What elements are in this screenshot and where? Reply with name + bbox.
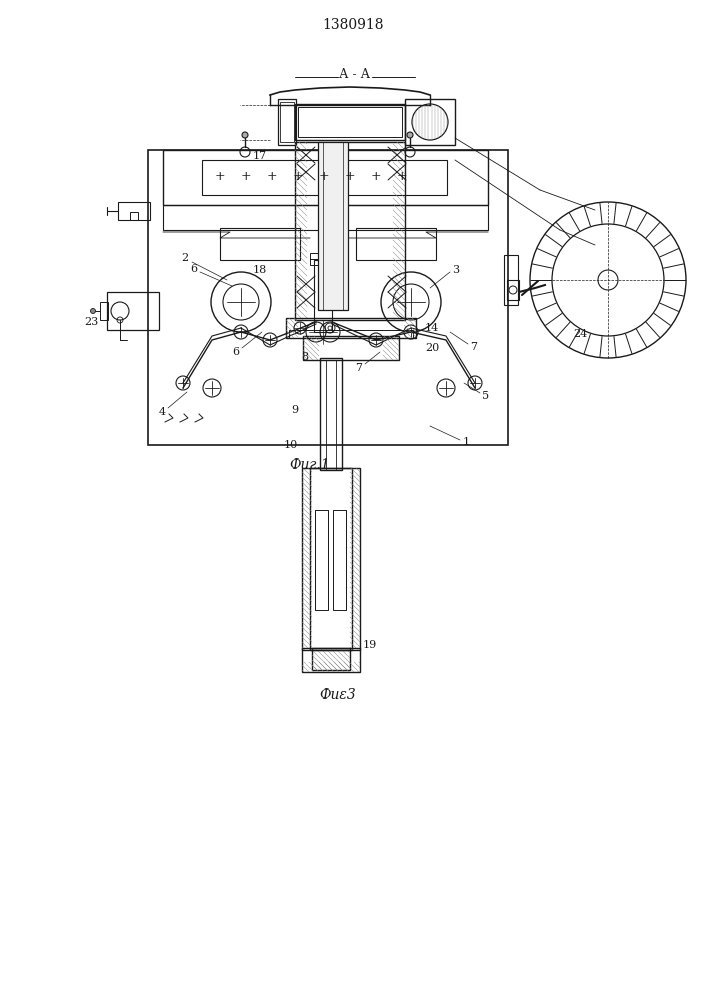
- Bar: [303, 336, 399, 360]
- Text: +: +: [215, 170, 226, 184]
- Bar: [310, 259, 336, 265]
- Text: 23: 23: [84, 317, 98, 327]
- Text: 9: 9: [291, 405, 298, 415]
- Text: 1380918: 1380918: [322, 18, 384, 32]
- Text: 10: 10: [284, 440, 298, 450]
- Text: 24: 24: [573, 329, 587, 339]
- Text: 6: 6: [233, 347, 240, 357]
- Bar: [504, 255, 518, 305]
- Bar: [314, 260, 332, 332]
- Bar: [405, 99, 455, 145]
- Text: 8: 8: [301, 352, 308, 362]
- Text: Фиε3: Фиε3: [320, 688, 356, 702]
- Text: 18: 18: [252, 265, 267, 275]
- Text: +: +: [345, 170, 356, 184]
- Circle shape: [90, 308, 95, 314]
- Bar: [302, 468, 360, 650]
- Bar: [280, 102, 294, 142]
- Bar: [163, 150, 488, 205]
- Text: 20: 20: [425, 343, 439, 353]
- Text: +: +: [319, 170, 329, 184]
- Bar: [298, 107, 402, 137]
- Text: +: +: [397, 170, 407, 184]
- Circle shape: [242, 132, 248, 138]
- Text: 4: 4: [158, 407, 165, 417]
- Bar: [163, 205, 488, 230]
- Bar: [315, 510, 328, 610]
- Text: 17: 17: [253, 151, 267, 161]
- Text: 1: 1: [462, 437, 469, 447]
- Bar: [118, 202, 150, 220]
- Text: А - А: А - А: [339, 68, 370, 82]
- Text: 7: 7: [470, 342, 477, 352]
- Text: 3: 3: [452, 265, 460, 275]
- Bar: [310, 468, 352, 650]
- Bar: [278, 99, 296, 145]
- Bar: [289, 330, 413, 338]
- Bar: [295, 142, 405, 320]
- Bar: [356, 228, 436, 260]
- Bar: [312, 648, 350, 670]
- Bar: [318, 142, 348, 310]
- Text: +: +: [240, 170, 251, 184]
- Text: 14: 14: [425, 323, 439, 333]
- Text: 2: 2: [182, 253, 189, 263]
- Bar: [310, 253, 336, 259]
- Bar: [507, 280, 519, 300]
- Text: +: +: [267, 170, 277, 184]
- Bar: [286, 318, 416, 338]
- Bar: [148, 150, 508, 445]
- Text: Фиг.1: Фиг.1: [290, 458, 330, 472]
- Bar: [295, 104, 405, 140]
- Bar: [220, 228, 300, 260]
- Bar: [202, 160, 447, 195]
- Text: +: +: [293, 170, 303, 184]
- Bar: [333, 510, 346, 610]
- Text: +: +: [370, 170, 381, 184]
- Bar: [100, 302, 108, 320]
- Text: 6: 6: [190, 264, 197, 274]
- Bar: [302, 648, 360, 672]
- Bar: [107, 292, 159, 330]
- Bar: [130, 212, 138, 220]
- Text: 5: 5: [482, 391, 489, 401]
- Bar: [320, 358, 342, 470]
- Circle shape: [407, 132, 413, 138]
- Text: 7: 7: [356, 363, 363, 373]
- Text: 19: 19: [363, 640, 377, 650]
